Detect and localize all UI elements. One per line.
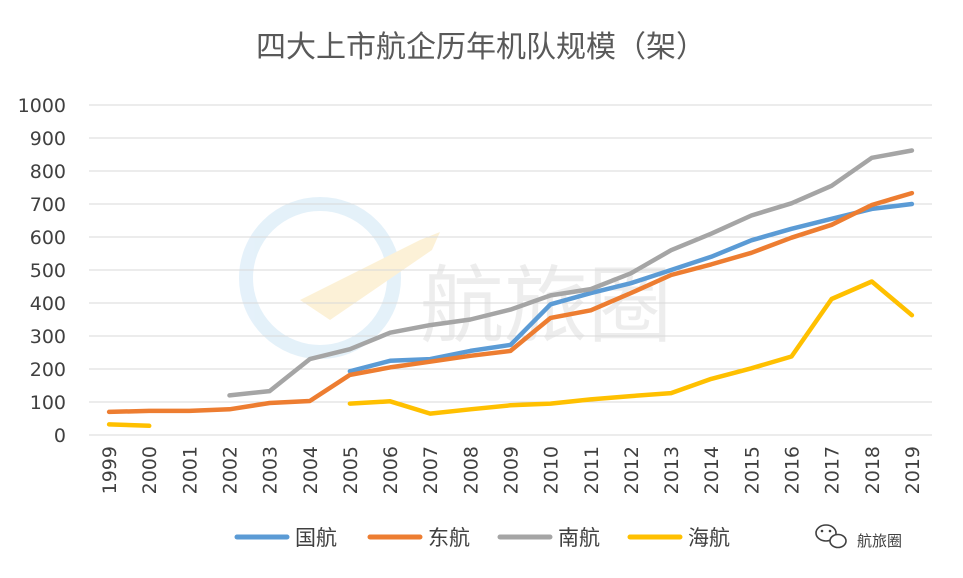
x-tick-label: 2009 — [501, 446, 523, 494]
y-tick-label: 0 — [54, 425, 66, 447]
y-tick-label: 100 — [30, 392, 66, 414]
x-tick-label: 2003 — [260, 446, 282, 494]
wechat-icon — [815, 524, 847, 549]
x-tick-label: 1999 — [99, 446, 121, 494]
y-tick-label: 200 — [30, 359, 66, 381]
series-line — [347, 201, 915, 374]
x-tick-label: 2016 — [782, 446, 804, 494]
x-tick-label: 2018 — [862, 446, 884, 494]
x-tick-label: 2013 — [661, 446, 683, 494]
x-tick-label: 2015 — [741, 446, 763, 494]
series-国航 — [347, 201, 915, 374]
legend-label: 东航 — [428, 526, 470, 550]
y-tick-label: 500 — [30, 260, 66, 282]
legend: 国航 东航 南航 海航 — [234, 526, 730, 550]
gridlines — [89, 104, 932, 436]
x-tick-label: 2010 — [541, 446, 563, 494]
corner-watermark: 航旅圈 — [815, 524, 902, 550]
x-tick-label: 2000 — [139, 446, 161, 494]
series-line — [227, 148, 915, 398]
chart-title: 四大上市航企历年机队规模（架） — [256, 30, 706, 65]
y-axis-ticks: 0 100 200 300 400 500 600 700 800 900 1000 — [18, 95, 66, 447]
x-tick-label: 2001 — [179, 446, 201, 494]
legend-label: 国航 — [295, 526, 337, 550]
corner-watermark-text: 航旅圈 — [857, 532, 902, 550]
y-tick-label: 300 — [30, 326, 66, 348]
y-tick-label: 800 — [30, 161, 66, 183]
x-tick-label: 2012 — [621, 446, 643, 494]
y-tick-label: 1000 — [18, 95, 66, 117]
watermark-plane-icon — [300, 232, 440, 320]
x-tick-label: 2007 — [420, 446, 442, 494]
x-tick-label: 2019 — [902, 446, 924, 494]
x-axis-ticks: 1999 2000 2001 2002 2003 2004 2005 2006 2007 2008… — [99, 446, 924, 494]
x-tick-label: 2005 — [340, 446, 362, 494]
x-tick-label: 2006 — [380, 446, 402, 494]
legend-label: 南航 — [558, 526, 600, 550]
y-tick-label: 400 — [30, 293, 66, 315]
series-lines — [106, 148, 915, 429]
series-海航 — [106, 279, 915, 429]
x-tick-label: 2008 — [460, 446, 482, 494]
x-tick-label: 2002 — [220, 446, 242, 494]
series-line — [106, 422, 152, 429]
series-line — [106, 190, 915, 415]
x-tick-label: 2004 — [300, 446, 322, 494]
series-南航 — [227, 148, 915, 398]
legend-label: 海航 — [688, 526, 730, 550]
y-tick-label: 900 — [30, 128, 66, 150]
watermark: 航旅圈 — [239, 197, 672, 359]
series-line — [347, 279, 915, 416]
x-tick-label: 2017 — [822, 446, 844, 494]
y-tick-label: 600 — [30, 227, 66, 249]
x-tick-label: 2011 — [581, 446, 603, 494]
y-tick-label: 700 — [30, 194, 66, 216]
series-东航 — [106, 190, 915, 415]
x-tick-label: 2014 — [701, 446, 723, 494]
